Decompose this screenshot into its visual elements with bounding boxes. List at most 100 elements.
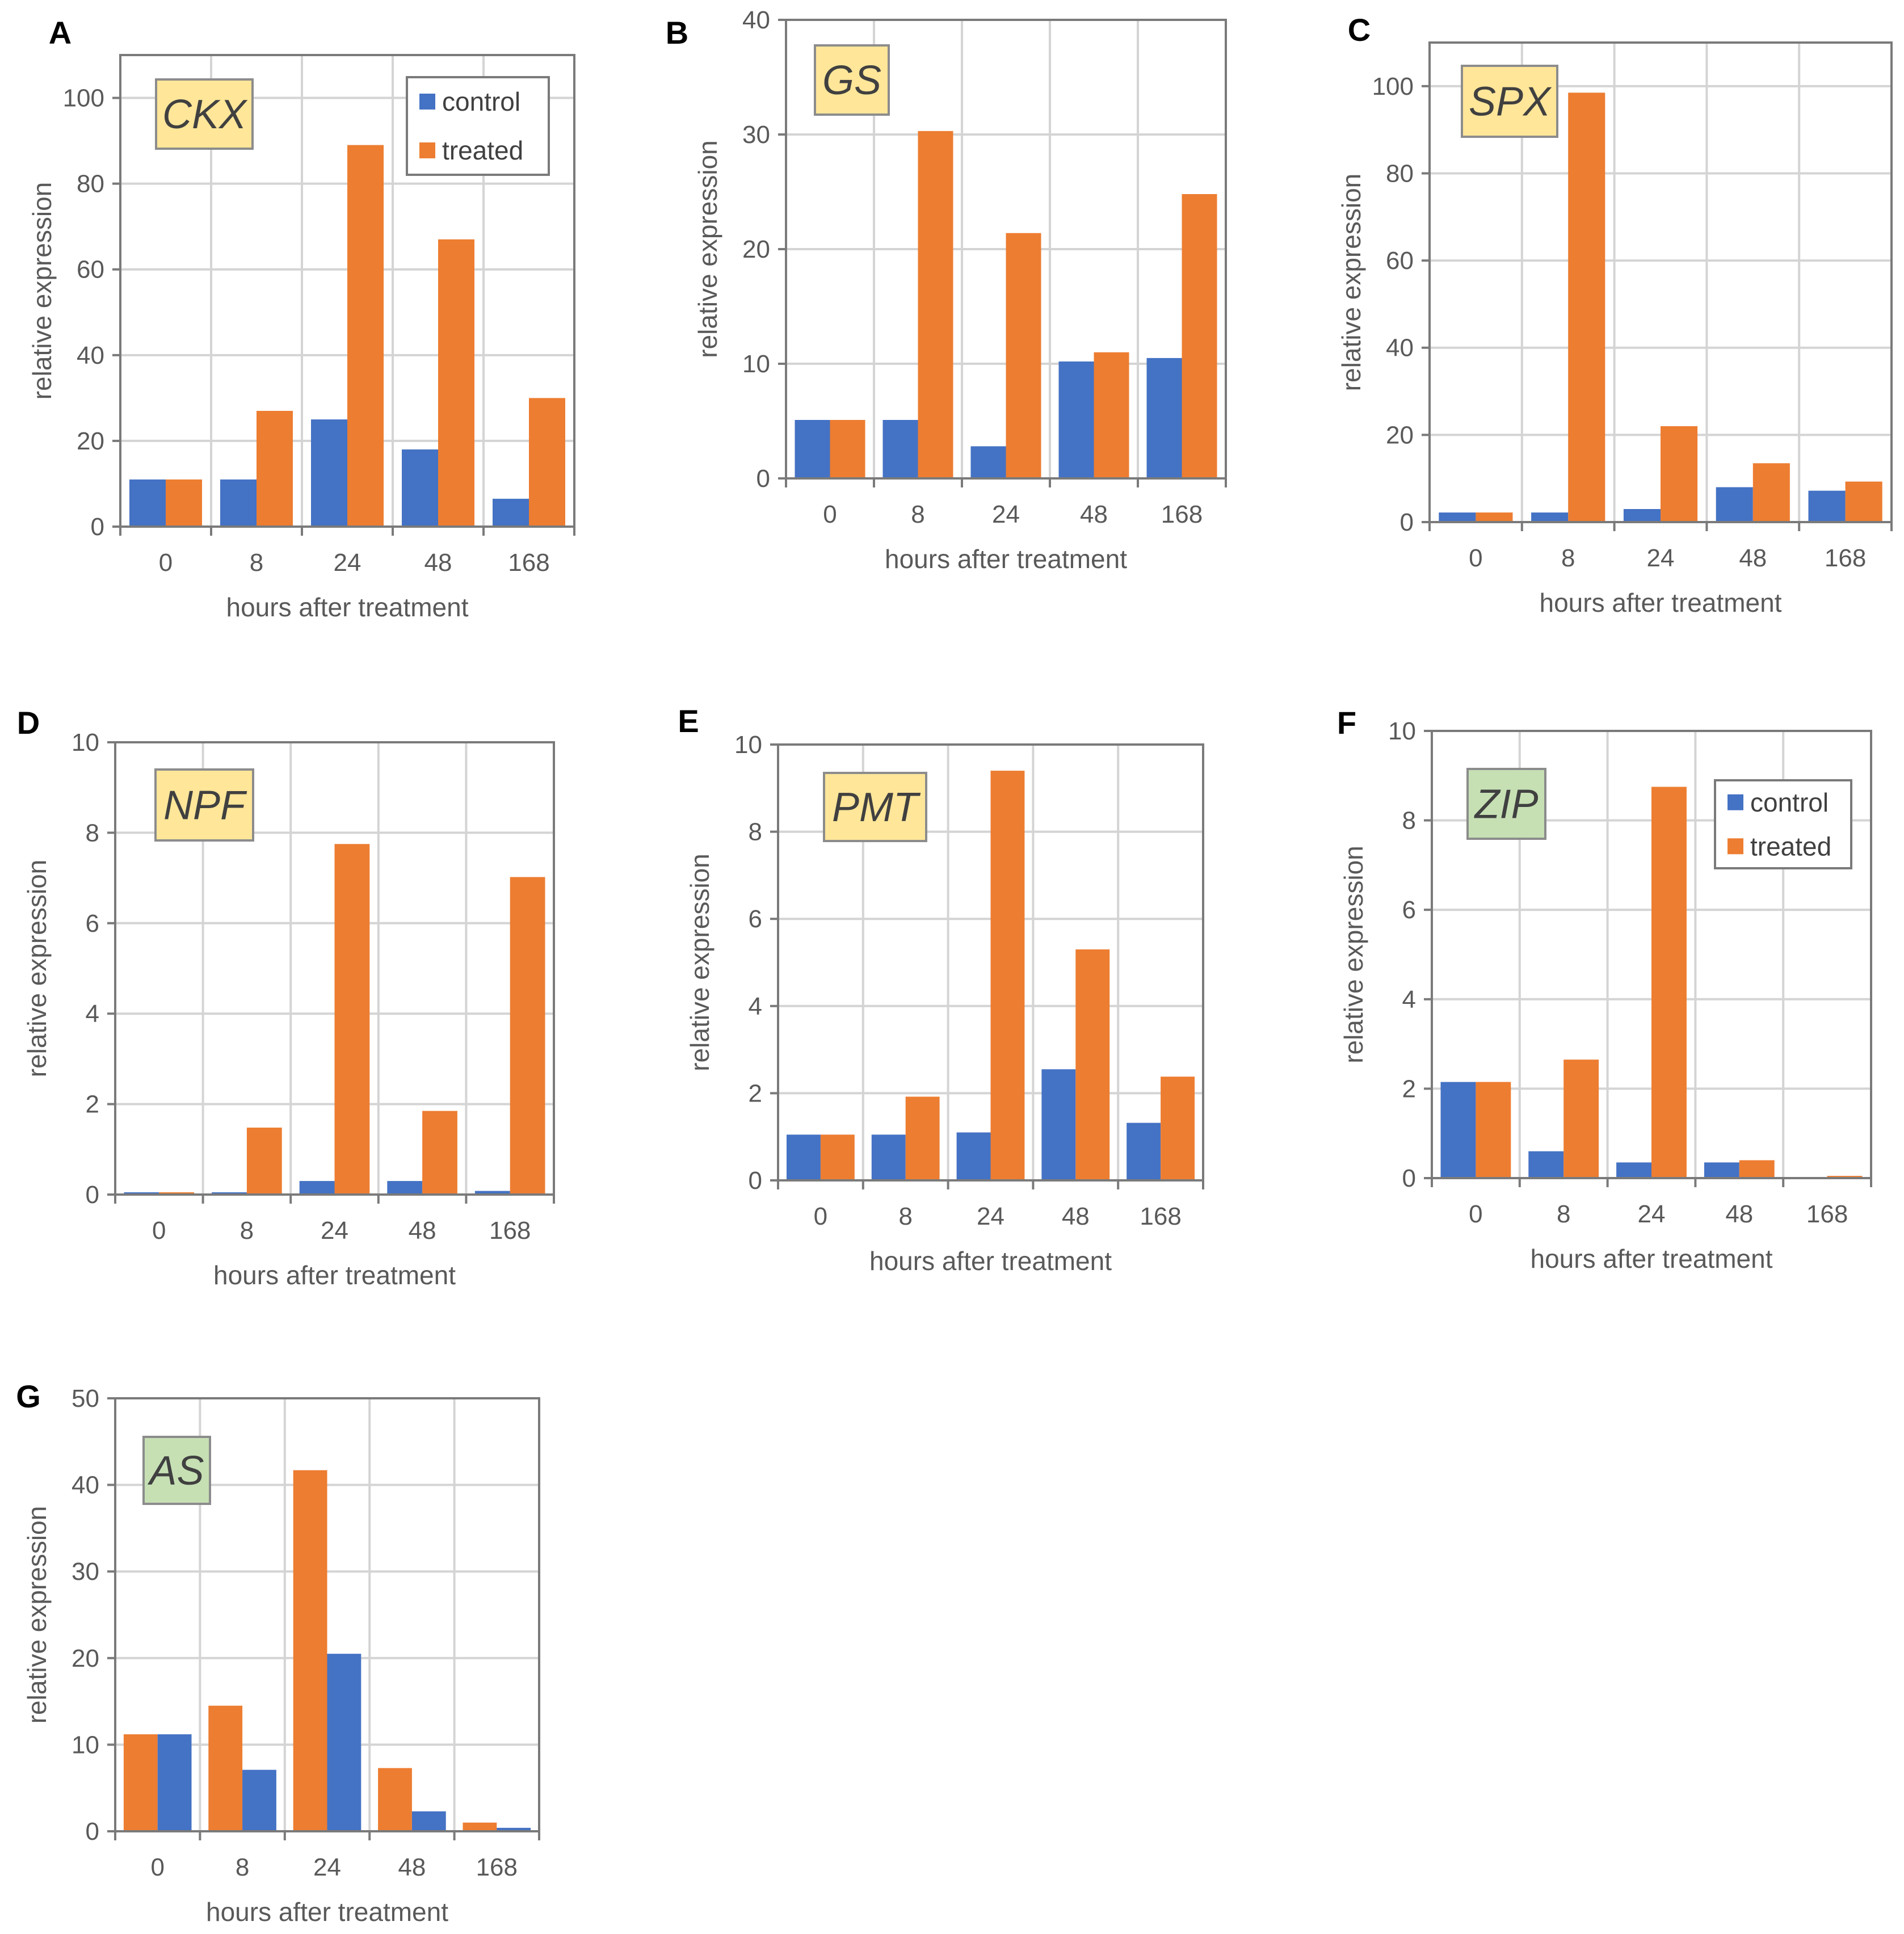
y-tick-label: 4 [749, 993, 762, 1020]
y-axis-title: relative expression [1339, 846, 1368, 1063]
bar-treated-24 [1661, 426, 1698, 522]
bar-treated-0 [820, 1134, 855, 1180]
y-tick-label: 2 [86, 1091, 99, 1119]
x-tick-label: 168 [508, 549, 549, 577]
y-tick-label: 0 [1402, 1164, 1416, 1192]
bar-treated-168 [1845, 481, 1882, 522]
x-tick-label: 168 [1140, 1203, 1181, 1230]
y-tick-label: 10 [72, 729, 99, 756]
bar-treated-168 [463, 1822, 497, 1831]
y-tick-label: 60 [77, 256, 104, 284]
x-tick-label: 168 [476, 1853, 518, 1881]
bar-control-8 [1528, 1151, 1564, 1178]
x-tick-label: 168 [489, 1217, 531, 1245]
gene-label: AS [147, 1448, 204, 1494]
y-tick-label: 8 [86, 819, 99, 847]
panel-letter: A [49, 15, 72, 51]
bar-control-8 [242, 1769, 276, 1831]
y-tick-label: 100 [1372, 73, 1414, 100]
x-tick-label: 8 [250, 549, 263, 577]
x-axis-title: hours after treatment [213, 1260, 456, 1290]
bar-treated-24 [1006, 233, 1041, 478]
panel-letter: G [16, 1378, 41, 1414]
x-tick-label: 24 [977, 1203, 1004, 1230]
y-tick-label: 80 [77, 170, 104, 198]
bar-control-0 [1439, 512, 1476, 522]
y-tick-label: 20 [1386, 421, 1414, 449]
bar-control-8 [882, 420, 918, 478]
y-tick-label: 6 [86, 910, 99, 937]
bar-control-24 [299, 1181, 335, 1195]
y-tick-label: 20 [72, 1645, 99, 1672]
y-tick-label: 40 [72, 1471, 99, 1499]
x-tick-label: 8 [898, 1203, 912, 1230]
bar-control-0 [1440, 1082, 1476, 1178]
bar-control-24 [1623, 509, 1661, 522]
legend-label-control: control [442, 87, 520, 116]
y-tick-label: 0 [749, 1167, 762, 1195]
bar-treated-48 [1739, 1160, 1775, 1178]
y-tick-label: 40 [1386, 334, 1414, 362]
x-tick-label: 48 [409, 1217, 436, 1245]
x-tick-label: 8 [240, 1217, 254, 1245]
x-tick-label: 48 [1080, 501, 1108, 528]
y-tick-label: 0 [86, 1181, 99, 1209]
y-tick-label: 40 [77, 342, 104, 369]
gene-label: NPF [163, 783, 247, 829]
y-tick-label: 10 [742, 350, 770, 378]
legend-box [406, 76, 550, 176]
panel-letter: D [17, 705, 40, 741]
bar-treated-0 [1476, 512, 1513, 522]
bar-control-48 [402, 449, 438, 527]
bar-control-48 [411, 1811, 446, 1831]
legend: control treated [1714, 779, 1852, 869]
y-tick-label: 10 [734, 731, 762, 759]
bar-control-168 [497, 1827, 531, 1831]
gene-label-box [155, 78, 254, 150]
y-axis-title: relative expression [22, 1506, 52, 1724]
x-tick-label: 48 [398, 1853, 426, 1881]
bar-control-168 [1127, 1122, 1161, 1180]
x-tick-label: 8 [1561, 544, 1575, 572]
bar-control-8 [1531, 512, 1569, 522]
bar-treated-48 [1075, 949, 1110, 1180]
y-tick-label: 60 [1386, 247, 1414, 275]
bar-control-48 [1041, 1069, 1076, 1180]
bar-control-24 [1616, 1162, 1651, 1178]
x-axis-title: hours after treatment [226, 592, 469, 622]
x-axis-title: hours after treatment [1540, 588, 1782, 617]
x-tick-label: 0 [823, 501, 837, 528]
y-tick-label: 100 [63, 85, 104, 112]
bar-treated-8 [246, 1128, 282, 1195]
x-tick-label: 0 [152, 1217, 166, 1245]
bar-control-48 [1716, 487, 1753, 522]
y-axis-title: relative expression [693, 140, 722, 358]
bar-control-0 [157, 1734, 192, 1831]
y-tick-label: 8 [1402, 807, 1416, 835]
bar-treated-0 [166, 479, 202, 527]
x-tick-label: 48 [1739, 544, 1767, 572]
bar-control-0 [795, 420, 830, 478]
bar-control-48 [1058, 361, 1094, 478]
bar-control-168 [1808, 490, 1846, 522]
bar-treated-24 [347, 145, 384, 527]
y-tick-label: 4 [86, 1000, 99, 1028]
y-tick-label: 4 [1402, 986, 1416, 1014]
x-axis-title: hours after treatment [869, 1246, 1112, 1276]
bar-control-8 [220, 479, 257, 527]
legend-swatch-treated [419, 142, 435, 158]
gene-label-box [1461, 65, 1558, 138]
y-tick-label: 0 [756, 465, 770, 493]
bar-treated-8 [208, 1705, 243, 1831]
bar-treated-8 [918, 131, 953, 478]
x-tick-label: 0 [1469, 544, 1482, 572]
gene-label: ZIP [1473, 782, 1538, 827]
x-axis-title: hours after treatment [206, 1897, 448, 1927]
bar-control-168 [474, 1191, 510, 1195]
panel-letter: E [678, 703, 699, 739]
y-tick-label: 10 [1388, 717, 1416, 745]
